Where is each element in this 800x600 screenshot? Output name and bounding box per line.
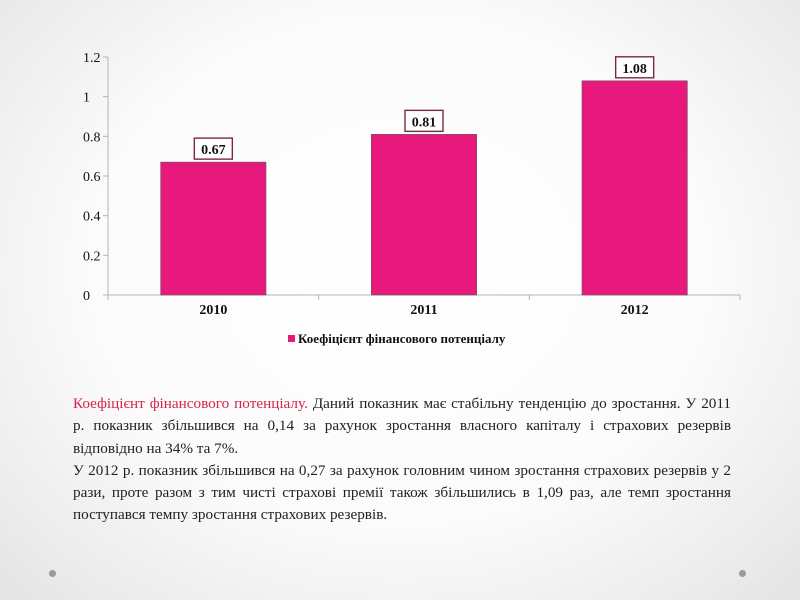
corner-dot: [739, 570, 746, 577]
x-axis: 2010 2011 2012: [107, 294, 741, 318]
y-tick-label: 0.4: [83, 210, 101, 225]
data-label: 1.08: [622, 62, 647, 77]
data-label: 0.81: [412, 115, 437, 130]
bar-chart: 00.20.40.60.811.2 2010 2011 2012 0.670.811…: [83, 51, 741, 346]
y-tick-label: 0.8: [83, 130, 101, 145]
bar: [160, 161, 267, 296]
description: Коефіцієнт фінансового потенціалу. Даний…: [73, 393, 731, 527]
legend: Коефіцієнт фінансового потенціалу: [288, 331, 506, 346]
data-labels: 0.67 0.81 1.08: [193, 56, 655, 160]
indicator-name: Коефіцієнт фінансового потенціалу.: [73, 395, 308, 412]
data-label-box: [404, 109, 444, 133]
data-label-box: [193, 137, 234, 160]
bars: [160, 80, 688, 296]
paragraph-2: У 2012 р. показник збільшився на 0,27 за…: [73, 461, 731, 524]
paragraph-1-text: Даний показник має стабільну тенденцію д…: [73, 395, 732, 457]
y-tick-label: 1: [83, 91, 90, 106]
legend-swatch: [288, 335, 295, 342]
y-axis: 0 0.2 0.4 0.6 0.8 1 1.2: [83, 51, 109, 304]
paragraph-1: Коефіцієнт фінансового потенціалу. Даний…: [73, 393, 731, 460]
y-tick-label: 0.6: [83, 170, 101, 185]
bar: [371, 134, 477, 296]
x-tick-label: 2012: [621, 303, 649, 318]
x-tick-label: 2010: [199, 303, 227, 318]
y-tick-label: 1.2: [83, 51, 101, 66]
y-tick-label: 0: [83, 289, 90, 304]
data-label: 0.67: [201, 143, 226, 158]
y-tick-label: 0.2: [83, 249, 101, 264]
legend-label: Коефіцієнт фінансового потенціалу: [298, 331, 506, 346]
data-label-box: [614, 56, 655, 79]
x-tick-label: 2011: [410, 303, 437, 318]
corner-dot: [49, 570, 56, 577]
bar: [581, 80, 688, 296]
